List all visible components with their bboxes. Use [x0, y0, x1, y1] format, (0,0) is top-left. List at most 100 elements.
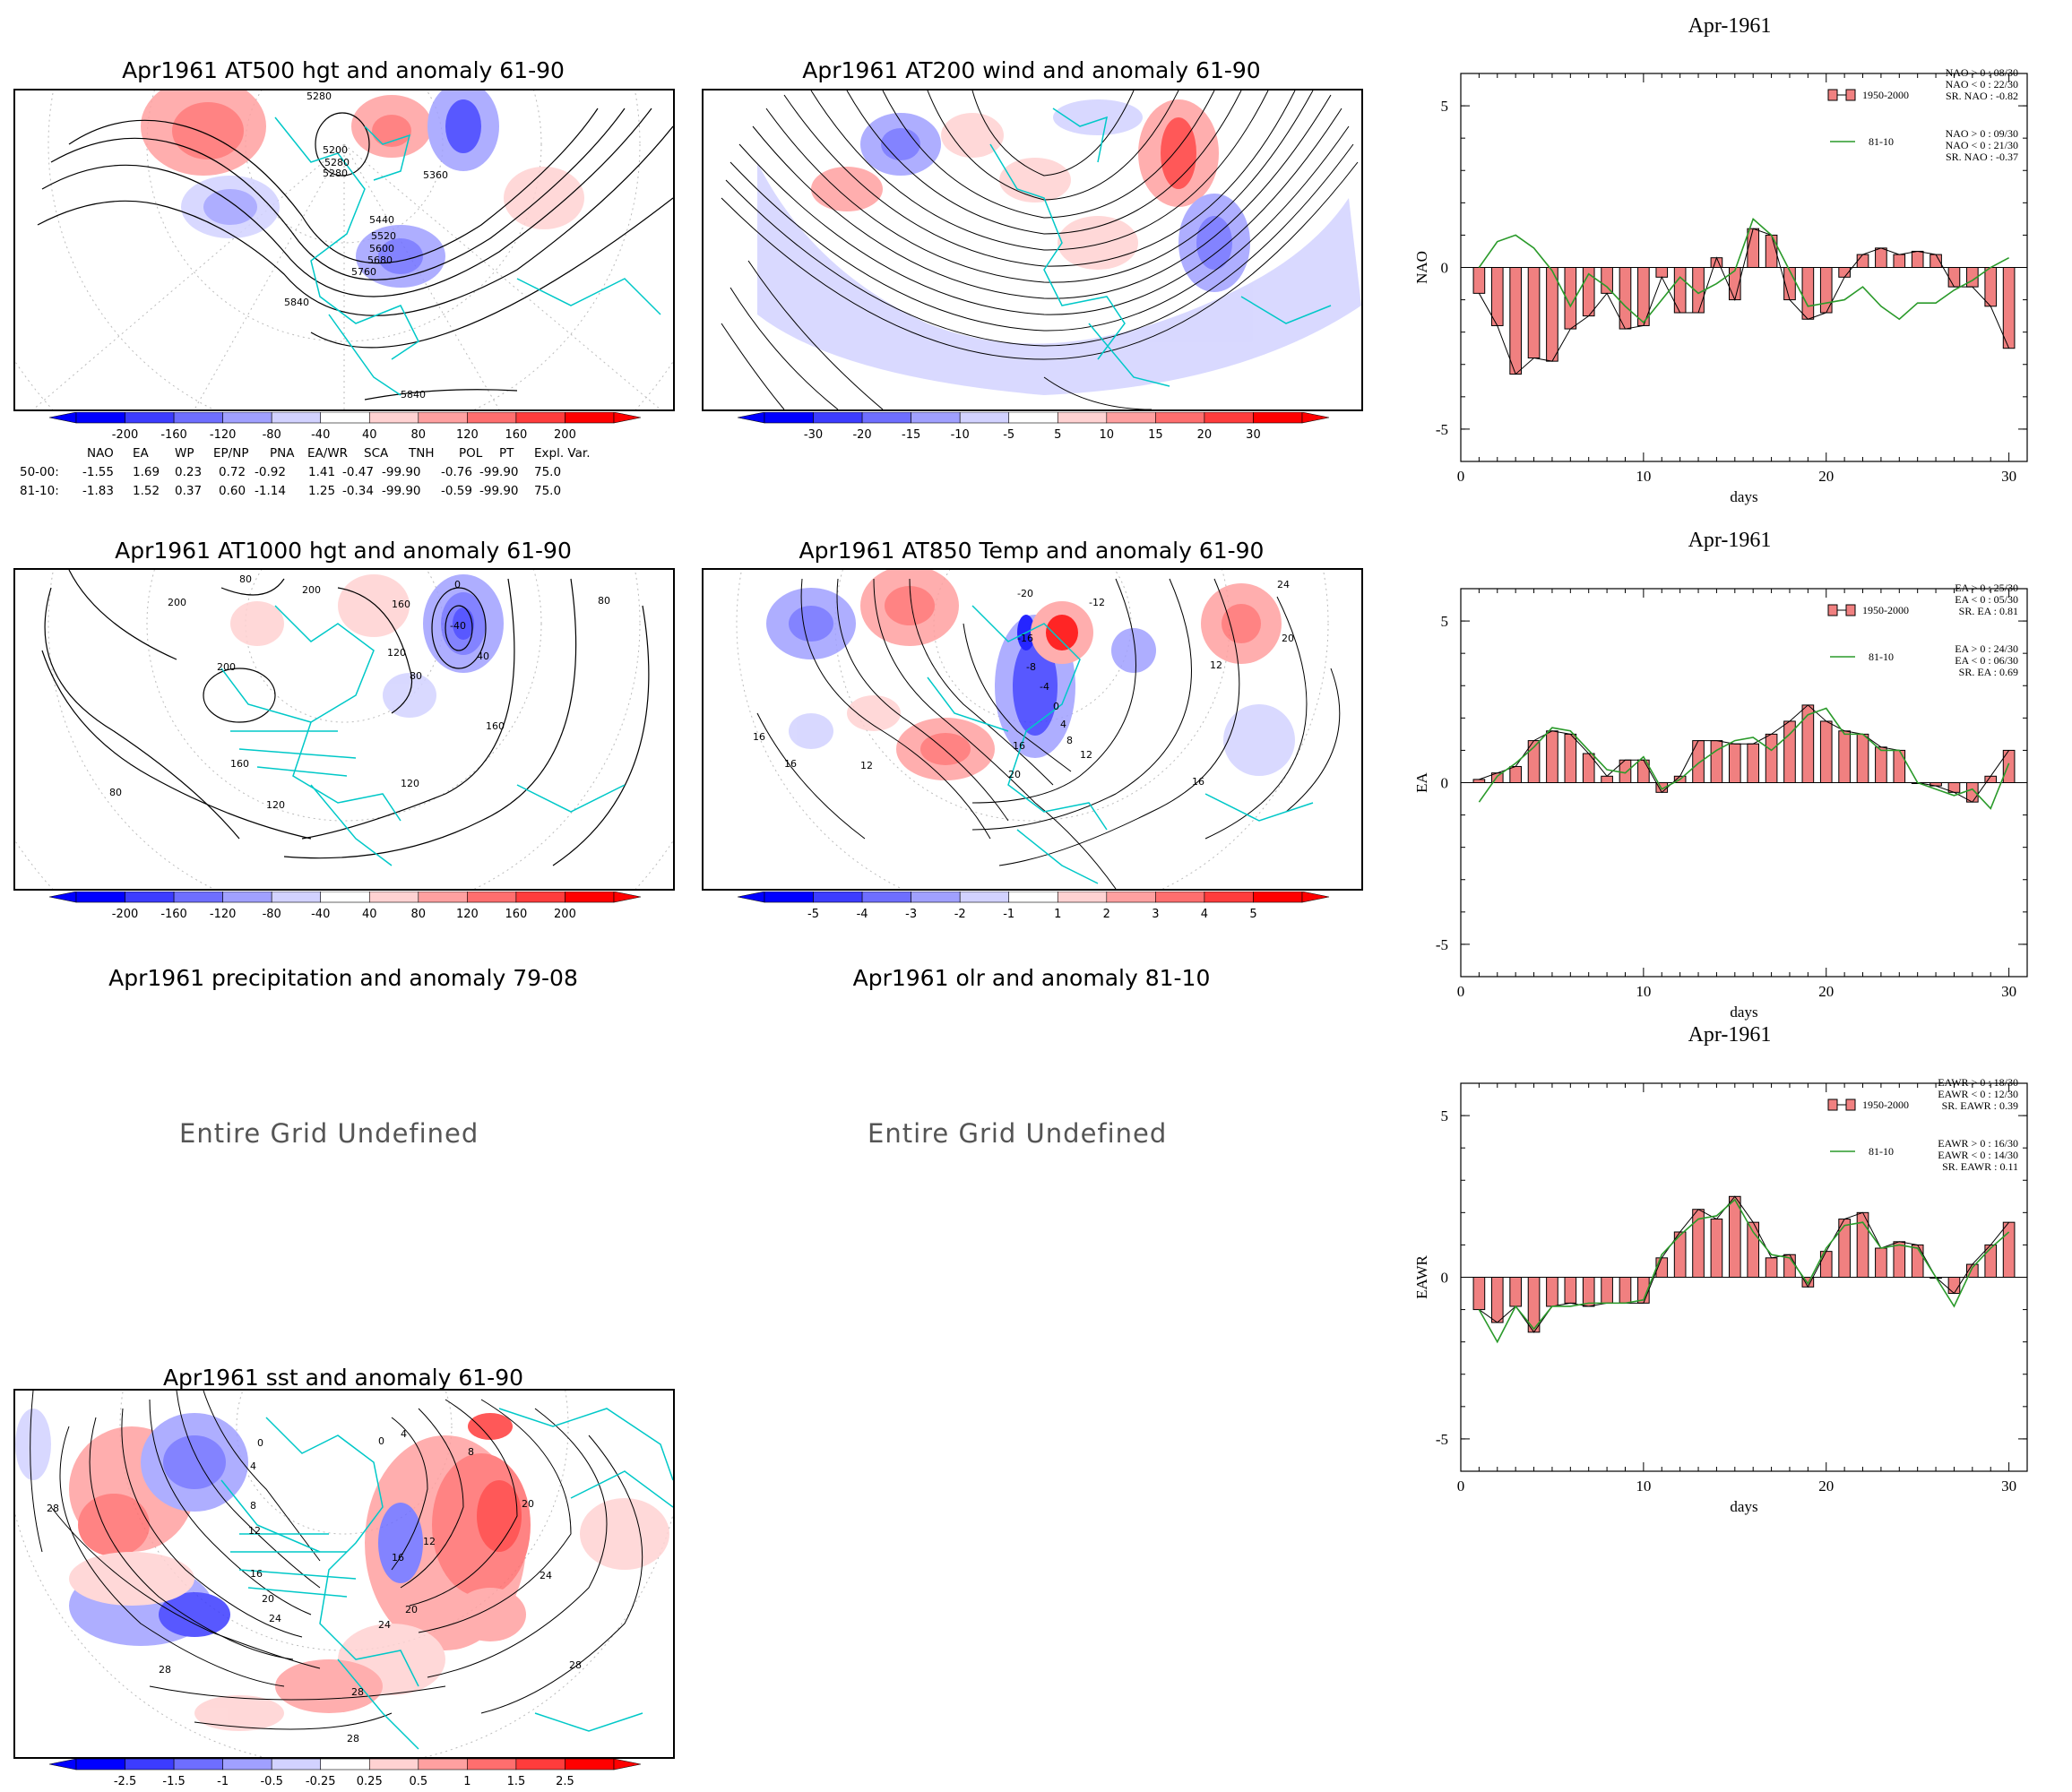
colorbar-tick-label: 10	[1100, 428, 1115, 442]
colorbar-tick-label: 160	[505, 908, 527, 921]
contour-label: 20	[405, 1604, 418, 1615]
stats-header-cell: PNA	[270, 446, 295, 461]
bar	[1728, 743, 1741, 783]
x-tick-label: 30	[2001, 983, 2016, 1000]
at500-contour-labels: 5280 5280 5200 5280 5360 5440 5520 5600 …	[284, 90, 448, 401]
at1000-title: Apr1961 AT1000 hgt and anomaly 61-90	[115, 538, 572, 564]
x-tick-label: 10	[1636, 983, 1651, 1000]
colorbar-swatch	[271, 892, 322, 903]
x-axis-label: days	[1730, 488, 1757, 505]
colorbar-arrow-left	[738, 412, 765, 424]
precip-undefined-message: Entire Grid Undefined	[179, 1118, 479, 1149]
contour-label: 24	[1277, 579, 1290, 590]
contour-label: 12	[1080, 749, 1092, 761]
colorbar-swatch	[320, 892, 370, 903]
contour-label: 8	[250, 1500, 256, 1512]
contour-label: 5200	[323, 144, 348, 156]
legend-stat: EA > 0 : 24/30	[1955, 642, 2018, 655]
sst-contour-labels: 28 0 4 8 12 16 20 24 28 0 4 8 12 16 20 2…	[47, 1428, 582, 1745]
stats-header-cell: EA	[133, 446, 149, 461]
bar	[1509, 765, 1522, 783]
colorbar-swatch	[418, 892, 468, 903]
colorbar-arrow-left	[49, 892, 77, 903]
colorbar-swatch	[911, 412, 961, 424]
legend-stat: NAO > 0 : 08/30	[1946, 66, 2018, 79]
stats-header-cell: TNH	[409, 446, 435, 461]
stats-header-cell: PT	[499, 446, 514, 461]
stats-row-label: 81-10:	[20, 484, 59, 498]
sst-title: Apr1961 sst and anomaly 61-90	[162, 1365, 524, 1391]
bar	[1838, 1219, 1851, 1278]
contour-label: 80	[109, 787, 122, 798]
contour-label: 5440	[369, 214, 394, 226]
colorbar-tick-label: -20	[852, 428, 871, 442]
contour-label: 0	[257, 1437, 263, 1449]
bar	[1765, 1257, 1778, 1279]
stats-row-label: 50-00:	[20, 465, 59, 479]
colorbar-tick-label: -200	[112, 908, 139, 921]
colorbar-swatch	[861, 412, 911, 424]
colorbar-swatch	[75, 1759, 125, 1770]
stats-cell: -99.90	[382, 484, 421, 498]
contour-label: 20	[1008, 769, 1021, 780]
contour-label: -40	[450, 620, 466, 632]
y-axis-label: EA	[1413, 771, 1430, 792]
colorbar-tick-label: -10	[951, 428, 970, 442]
colorbar-swatch	[173, 412, 223, 424]
x-tick-label: 0	[1457, 468, 1465, 485]
contour-label: 5600	[369, 243, 394, 254]
stats-header-cell: SCA	[364, 446, 389, 461]
colorbar-swatch	[764, 412, 814, 424]
colorbar-swatch	[271, 1759, 322, 1770]
y-tick-label: 0	[1441, 1270, 1449, 1287]
at500-map: 5280 5280 5200 5280 5360 5440 5520 5600 …	[13, 89, 675, 411]
colorbar-swatch	[1057, 892, 1108, 903]
contour-label: 0	[378, 1435, 384, 1447]
bar	[1911, 1244, 1924, 1279]
stats-cell: -99.90	[479, 484, 519, 498]
bar	[1564, 733, 1577, 783]
colorbar-swatch	[173, 1759, 223, 1770]
bar	[1710, 740, 1723, 783]
bar	[1601, 775, 1613, 784]
colorbar-tick-label: 40	[362, 908, 377, 921]
bar	[1619, 1277, 1632, 1304]
colorbar-arrow-right	[613, 412, 641, 424]
contour-label: 5280	[323, 168, 348, 179]
colorbar-swatch	[813, 412, 863, 424]
colorbar-swatch	[125, 1759, 175, 1770]
at200-map	[702, 89, 1363, 411]
at850-title: Apr1961 AT850 Temp and anomaly 61-90	[799, 538, 1265, 564]
eawr-chart-title: Apr-1961	[1688, 1023, 1772, 1047]
contour-label: 4	[401, 1428, 407, 1440]
contour-label: 8	[1066, 735, 1073, 746]
bar	[1472, 1277, 1486, 1311]
bar	[1747, 743, 1760, 783]
stats-header-cell: NAO	[87, 446, 114, 461]
colorbar-tick-label: 4	[1201, 908, 1208, 921]
contour-label: 12	[860, 760, 873, 771]
contour-label: 20	[262, 1593, 274, 1605]
contour-label: 4	[1060, 719, 1066, 730]
stats-cell: -0.59	[441, 484, 472, 498]
colorbar-tick-label: -40	[311, 908, 330, 921]
stats-cell: -0.34	[342, 484, 374, 498]
colorbar-tick-label: -120	[210, 428, 237, 442]
colorbar-arrow-right	[1301, 412, 1329, 424]
contour-label: 160	[392, 599, 410, 610]
contour-label: 5360	[423, 169, 448, 181]
colorbar-swatch	[565, 412, 615, 424]
contour-label: 5280	[306, 90, 332, 102]
colorbar-tick-label: 1	[463, 1775, 471, 1788]
contour-label: 28	[347, 1733, 359, 1745]
bar	[1911, 250, 1924, 268]
nao-index-chart: 5 0 -5 0 10 20 30 days NAO 1950-2000 NAO > 0 : 08/…	[1413, 66, 2028, 505]
x-tick-label: 20	[1818, 1478, 1834, 1495]
contour-label: -4	[1040, 681, 1049, 693]
colorbar-tick-label: 0.5	[409, 1775, 427, 1788]
colorbar-swatch	[1253, 892, 1303, 903]
bar	[1564, 1277, 1577, 1304]
colorbar-tick-label: 5	[1249, 908, 1256, 921]
colorbar-swatch	[75, 892, 125, 903]
at200-colorbar: -30 -20 -15 -10 -5 5 10 15 20 30	[738, 412, 1329, 442]
